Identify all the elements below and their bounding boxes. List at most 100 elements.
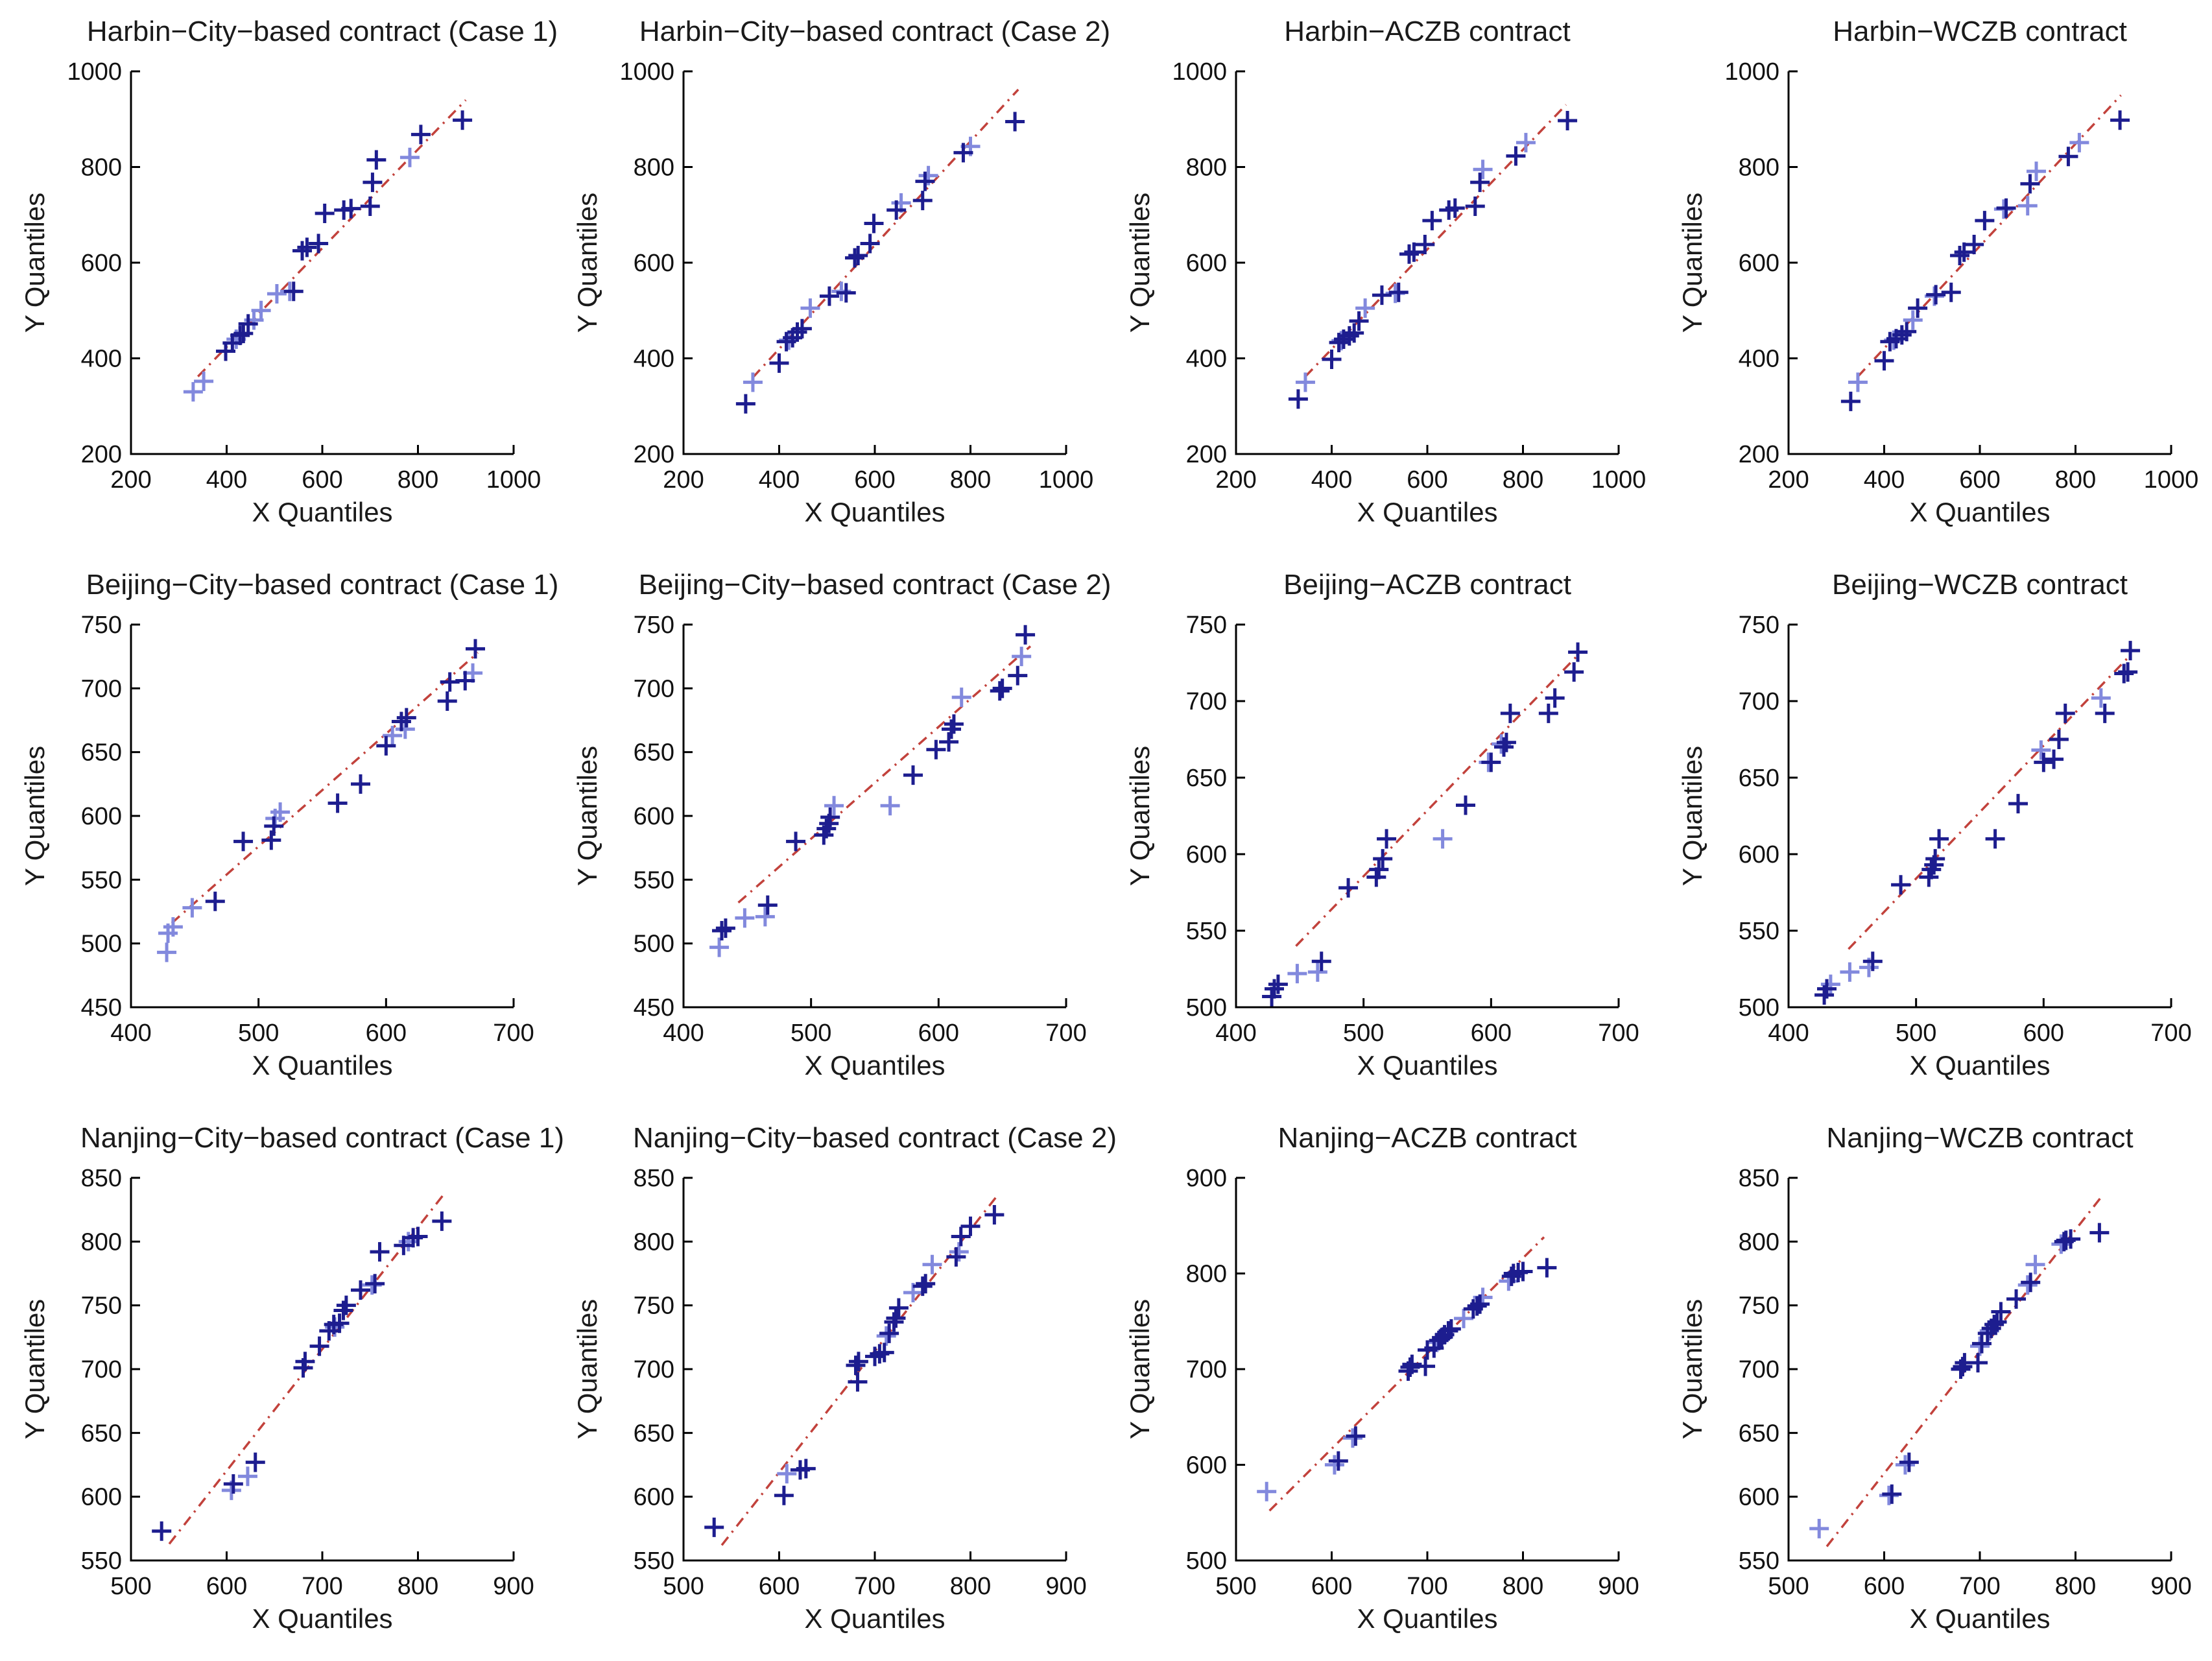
y-tick-label: 750 (81, 1293, 122, 1320)
y-tick-label: 600 (1186, 841, 1227, 868)
y-tick-label: 700 (81, 1356, 122, 1383)
x-axis-label: X Quantiles (252, 497, 393, 527)
y-tick-label: 750 (1739, 612, 1779, 639)
y-tick-label: 650 (81, 739, 122, 767)
y-axis-label: Y Quantiles (572, 745, 602, 887)
y-axis-label: Y Quantiles (1124, 192, 1155, 333)
x-axis-label: X Quantiles (1357, 1050, 1498, 1081)
y-tick-label: 400 (81, 346, 122, 373)
plot-canvas: 500 600 700 800 900 500 600 700 800 900 (1186, 1165, 1639, 1600)
x-tick-label: 600 (1959, 466, 2000, 494)
x-tick-label: 1000 (2144, 466, 2199, 494)
plot-title: Nanjing−WCZB contract (1826, 1122, 2134, 1154)
x-tick-label: 500 (1768, 1573, 1809, 1600)
y-tick-label: 600 (634, 803, 674, 830)
qq-plot-harbin-city-case2: 200 400 600 800 1000 200 400 600 800 1000 Harbin−… (554, 0, 1110, 553)
y-tick-label: 1000 (67, 58, 122, 86)
qq-plot-beijing-city-case2: 400 500 600 700 450 500 550 600 650 700 750 Beijin… (554, 553, 1111, 1106)
y-tick-label: 200 (634, 441, 674, 468)
y-tick-label: 800 (1739, 1228, 1779, 1256)
axis-spines (682, 625, 1066, 1009)
x-tick-label: 700 (1045, 1020, 1086, 1047)
y-tick-label: 650 (1739, 765, 1779, 792)
x-tick-label: 1000 (486, 466, 541, 494)
plot-title: Harbin−City−based contract (Case 2) (639, 16, 1111, 47)
qq-plot-nanjing-city-case2: 500 600 700 800 900 550 600 650 700 750 800 850 Nan… (554, 1106, 1117, 1660)
x-tick-label: 600 (206, 1573, 247, 1600)
plot-title: Beijing−ACZB contract (1283, 569, 1571, 601)
x-tick-label: 200 (663, 466, 704, 494)
x-tick-label: 700 (1407, 1573, 1447, 1600)
dark-blue-plus-markers (1882, 1223, 2110, 1504)
x-tick-label: 700 (854, 1573, 895, 1600)
reference-line (1304, 104, 1567, 377)
axis-spines (1235, 1178, 1619, 1562)
x-axis-label: X Quantiles (1909, 1050, 2051, 1081)
x-tick-label: 400 (759, 466, 800, 494)
light-blue-plus-markers (1287, 734, 1512, 984)
dark-blue-plus-markers (1328, 1258, 1557, 1471)
y-tick-label: 550 (1186, 918, 1227, 945)
y-tick-label: 800 (634, 154, 674, 182)
y-tick-label: 800 (1186, 154, 1227, 182)
x-tick-label: 400 (1768, 1020, 1809, 1047)
y-tick-label: 200 (81, 441, 122, 468)
y-tick-label: 600 (1739, 250, 1779, 277)
plot-canvas: 200 400 600 800 1000 200 400 600 800 1000 (1172, 58, 1646, 494)
x-tick-label: 800 (1503, 466, 1543, 494)
reference-line (737, 645, 1032, 904)
axis-spines (682, 1178, 1066, 1562)
x-tick-label: 700 (2150, 1020, 2191, 1047)
axis-spines (1787, 71, 2171, 455)
y-tick-label: 700 (1739, 688, 1779, 715)
plot-title: Harbin−City−based contract (Case 1) (86, 16, 558, 47)
x-tick-label: 500 (791, 1020, 831, 1047)
x-tick-label: 600 (759, 1573, 800, 1600)
x-tick-label: 600 (1311, 1573, 1352, 1600)
x-axis-label: X Quantiles (804, 1603, 945, 1634)
y-tick-label: 600 (634, 250, 674, 277)
y-axis-label: Y Quantiles (572, 1298, 602, 1440)
y-tick-label: 600 (1186, 1452, 1227, 1479)
y-tick-label: 800 (81, 154, 122, 182)
x-tick-label: 600 (366, 1020, 407, 1047)
plot-canvas: 200 400 600 800 1000 200 400 600 800 1000 (67, 58, 541, 494)
y-tick-label: 450 (634, 994, 674, 1022)
y-tick-label: 700 (634, 1356, 674, 1383)
light-blue-plus-markers (221, 1232, 418, 1500)
x-tick-label: 900 (2150, 1573, 2191, 1600)
axis-spines (130, 71, 514, 455)
reference-line (1848, 654, 2132, 950)
x-tick-label: 900 (1598, 1573, 1639, 1600)
light-blue-plus-markers (1257, 1271, 1519, 1501)
y-axis-label: Y Quantiles (572, 192, 602, 333)
y-tick-label: 1000 (619, 58, 674, 86)
axis-spines (1235, 71, 1619, 455)
qq-plot-nanjing-aczb: 500 600 700 800 900 500 600 700 800 900 Nanjing−A… (1106, 1106, 1659, 1660)
x-axis-label: X Quantiles (1357, 1603, 1498, 1634)
y-tick-label: 550 (634, 1547, 674, 1575)
y-axis-label: Y Quantiles (19, 1298, 50, 1440)
y-tick-label: 550 (81, 866, 122, 894)
x-tick-label: 600 (1864, 1573, 1905, 1600)
x-tick-label: 800 (950, 1573, 991, 1600)
x-tick-label: 800 (2055, 466, 2096, 494)
x-tick-label: 900 (493, 1573, 534, 1600)
y-axis-label: Y Quantiles (1124, 1298, 1155, 1440)
x-tick-label: 200 (1768, 466, 1809, 494)
y-tick-label: 550 (81, 1547, 122, 1575)
dark-blue-plus-markers (1262, 642, 1588, 1007)
reference-line (1295, 654, 1579, 947)
y-tick-label: 1000 (1172, 58, 1227, 86)
dark-blue-plus-markers (735, 112, 1025, 414)
y-tick-label: 600 (81, 803, 122, 830)
x-tick-label: 800 (398, 466, 438, 494)
plot-canvas: 500 600 700 800 900 550 600 650 700 750 800 850 (634, 1165, 1087, 1600)
y-tick-label: 600 (634, 1484, 674, 1511)
x-tick-label: 400 (1864, 466, 1905, 494)
x-tick-label: 600 (854, 466, 895, 494)
y-tick-label: 800 (81, 1228, 122, 1256)
plot-title: Beijing−City−based contract (Case 2) (638, 569, 1112, 601)
